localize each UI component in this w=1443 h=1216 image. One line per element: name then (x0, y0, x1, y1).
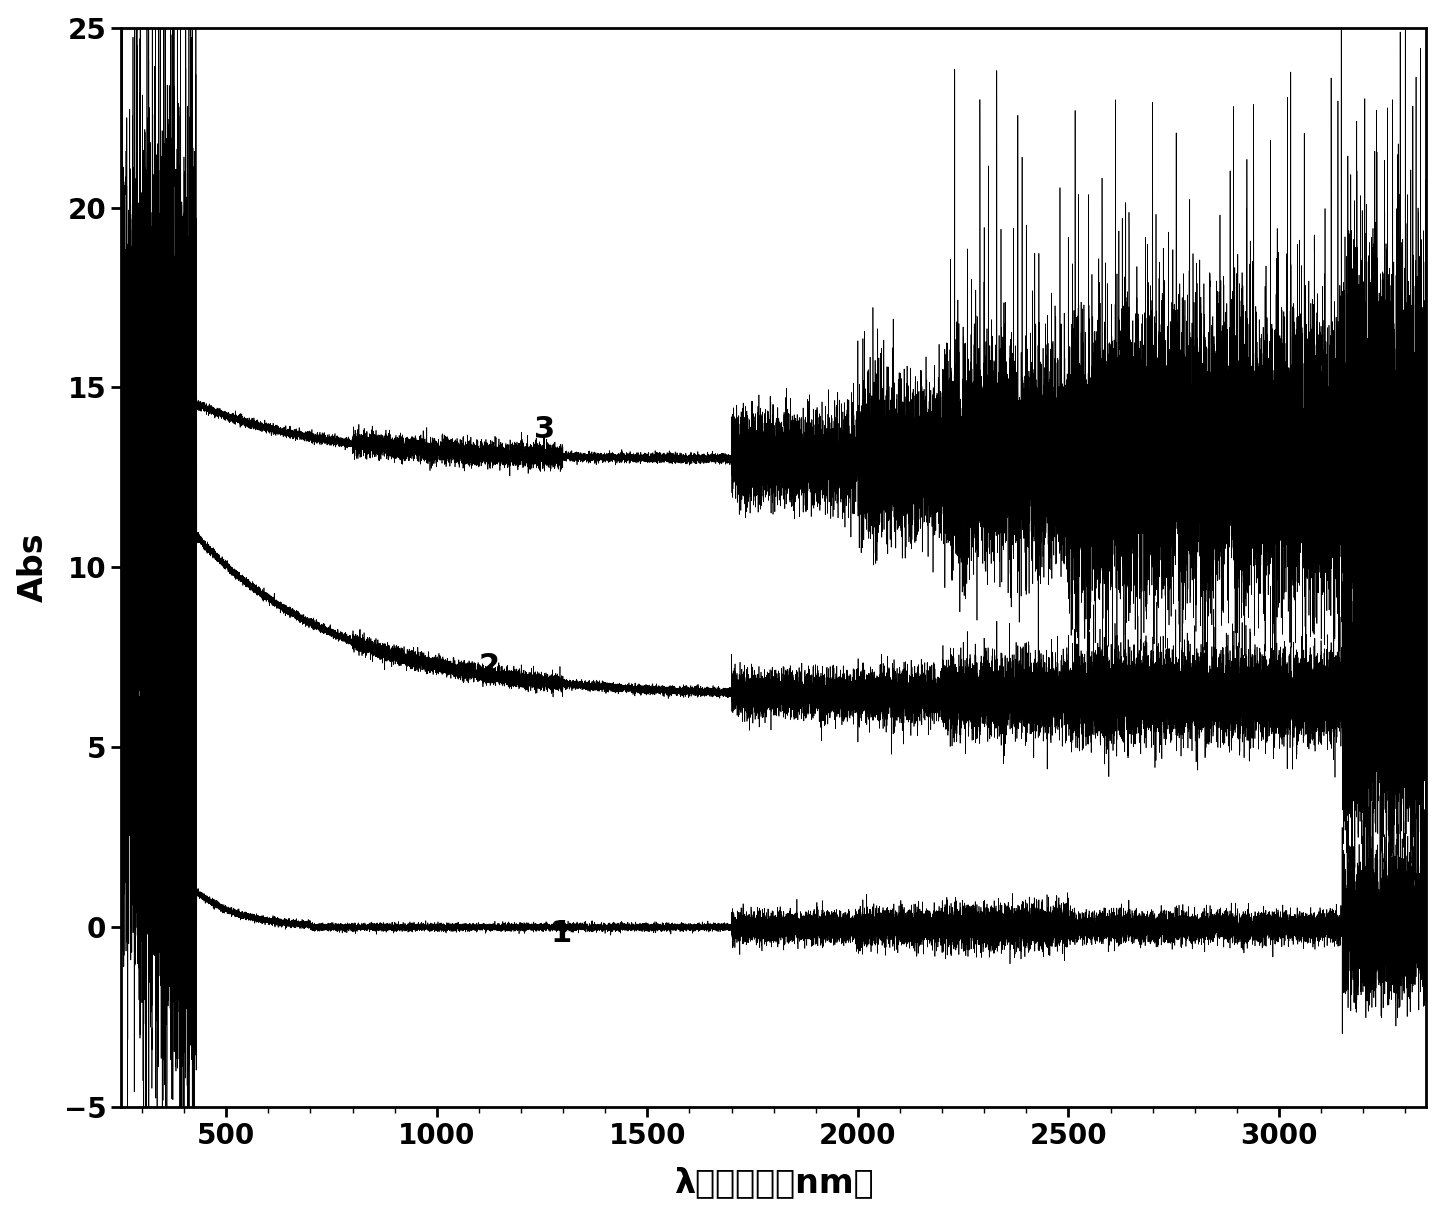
Y-axis label: Abs: Abs (17, 533, 49, 602)
X-axis label: λ（波长）（nm）: λ（波长）（nm） (674, 1166, 873, 1199)
Text: 1: 1 (550, 918, 571, 947)
Text: 2: 2 (479, 652, 499, 681)
Text: 3: 3 (534, 415, 554, 444)
